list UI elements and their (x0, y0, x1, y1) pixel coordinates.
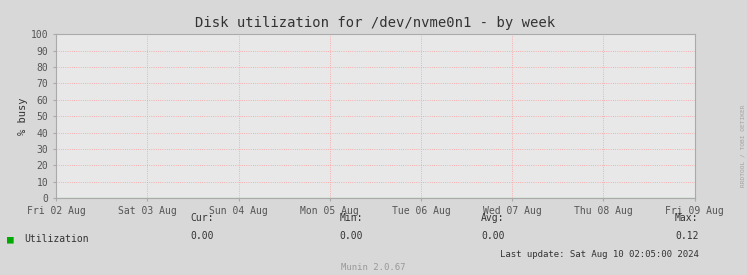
Text: Utilization: Utilization (25, 234, 90, 244)
Y-axis label: % busy: % busy (18, 97, 28, 135)
Text: Cur:: Cur: (190, 213, 214, 223)
Text: Max:: Max: (675, 213, 698, 223)
Text: RRDTOOL / TOBI OETIKER: RRDTOOL / TOBI OETIKER (740, 104, 746, 187)
Text: ■: ■ (7, 234, 14, 244)
Text: 0.00: 0.00 (190, 231, 214, 241)
Text: Munin 2.0.67: Munin 2.0.67 (341, 263, 406, 272)
Text: Min:: Min: (339, 213, 363, 223)
Text: Avg:: Avg: (481, 213, 505, 223)
Text: 0.00: 0.00 (481, 231, 505, 241)
Text: Last update: Sat Aug 10 02:05:00 2024: Last update: Sat Aug 10 02:05:00 2024 (500, 250, 698, 259)
Text: 0.12: 0.12 (675, 231, 698, 241)
Title: Disk utilization for /dev/nvme0n1 - by week: Disk utilization for /dev/nvme0n1 - by w… (195, 16, 556, 31)
Text: 0.00: 0.00 (339, 231, 363, 241)
